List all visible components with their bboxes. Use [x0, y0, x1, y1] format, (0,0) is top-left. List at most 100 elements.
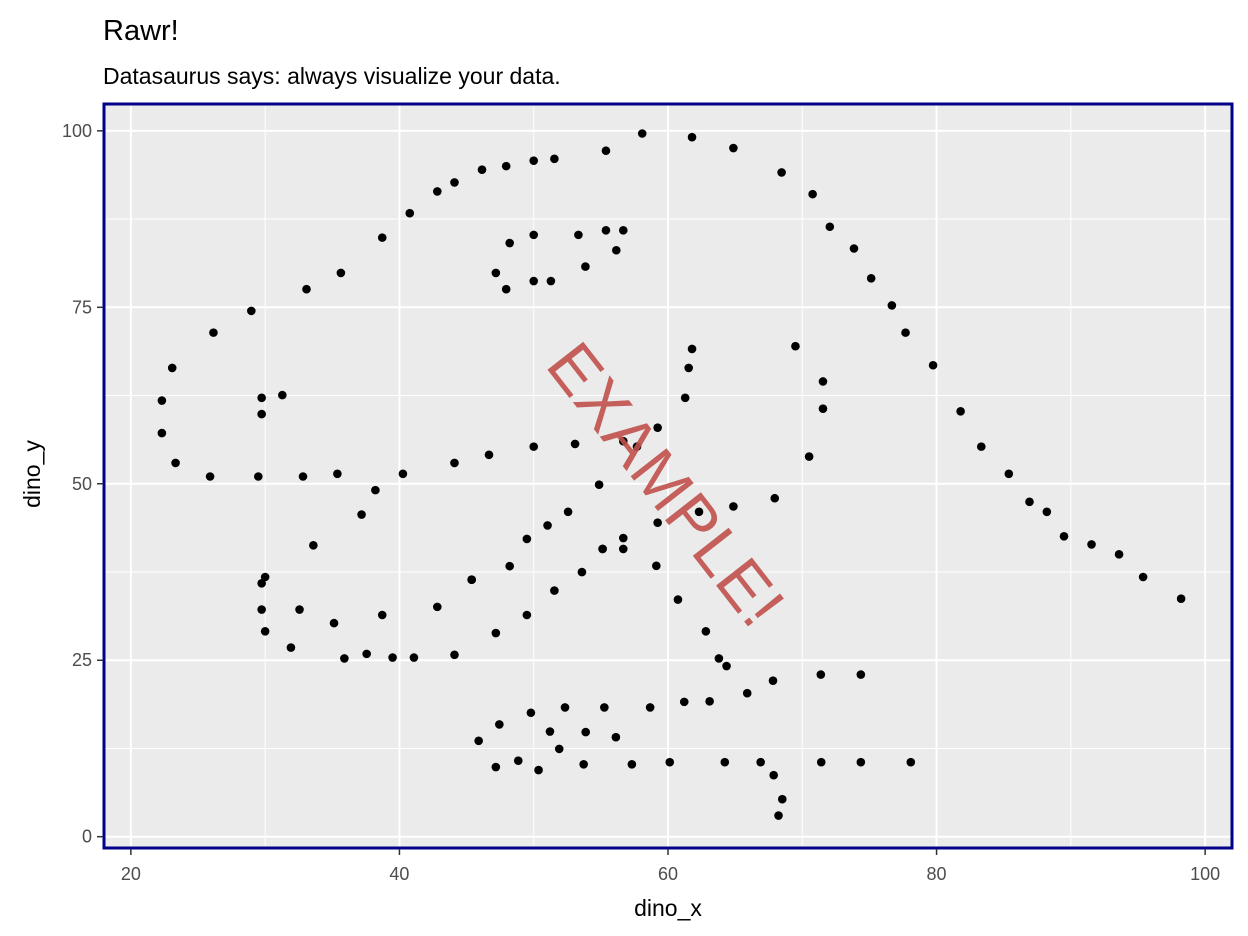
- data-point: [645, 703, 655, 712]
- data-point: [171, 458, 180, 468]
- y-tick-label: 75: [72, 297, 92, 317]
- data-point: [1004, 469, 1014, 479]
- data-point: [866, 274, 876, 283]
- data-point: [546, 276, 556, 286]
- data-point: [653, 423, 662, 432]
- data-point: [600, 703, 609, 712]
- data-point: [554, 744, 564, 754]
- data-point: [581, 262, 590, 271]
- data-point: [550, 154, 559, 164]
- data-point: [491, 762, 501, 772]
- data-point: [720, 757, 730, 767]
- data-point: [574, 230, 583, 240]
- data-point: [756, 757, 765, 767]
- y-tick-label: 50: [72, 474, 92, 494]
- data-point: [791, 341, 800, 351]
- data-point: [680, 393, 690, 403]
- data-point: [543, 521, 552, 530]
- data-point: [505, 238, 514, 248]
- data-point: [1025, 497, 1034, 507]
- data-point: [976, 442, 986, 451]
- data-point: [701, 626, 711, 636]
- y-tick-label: 100: [62, 121, 92, 141]
- data-point: [956, 407, 965, 416]
- data-point: [618, 533, 628, 543]
- data-point: [550, 586, 559, 595]
- x-tick-label: 80: [927, 864, 947, 884]
- data-point: [302, 284, 311, 294]
- data-point: [491, 628, 501, 638]
- data-point: [329, 618, 339, 628]
- data-point: [825, 222, 835, 232]
- data-point: [529, 276, 539, 286]
- data-point: [906, 757, 916, 767]
- data-point: [665, 757, 675, 767]
- chart-title: Rawr!: [103, 15, 179, 47]
- data-point: [563, 507, 573, 517]
- data-point: [1138, 572, 1148, 582]
- x-tick-label: 60: [658, 864, 678, 884]
- data-point: [598, 544, 607, 554]
- data-point: [295, 605, 304, 614]
- data-point: [729, 502, 738, 511]
- chart-subtitle: Datasaurus says: always visualize your d…: [103, 63, 561, 89]
- data-point: [804, 452, 814, 461]
- data-point: [887, 301, 897, 310]
- y-tick-label: 0: [82, 827, 92, 847]
- data-point: [522, 610, 532, 620]
- x-tick-label: 40: [389, 864, 409, 884]
- data-point: [157, 396, 167, 405]
- data-point: [505, 561, 514, 571]
- data-point: [768, 676, 778, 686]
- data-point: [818, 377, 828, 386]
- data-point: [529, 230, 539, 240]
- data-point: [774, 811, 783, 820]
- data-point: [257, 605, 266, 614]
- data-point: [371, 485, 380, 495]
- data-point: [484, 450, 494, 460]
- data-point: [570, 439, 580, 449]
- x-tick-label: 20: [121, 864, 141, 884]
- data-point: [612, 245, 621, 255]
- data-point: [157, 428, 167, 438]
- data-point: [818, 404, 828, 413]
- data-point: [579, 759, 588, 769]
- data-point: [673, 595, 683, 604]
- data-point: [278, 390, 287, 400]
- y-axis: 0 25 50 75 100: [62, 121, 103, 847]
- data-point: [816, 757, 826, 767]
- data-point: [653, 518, 662, 527]
- data-point: [467, 575, 476, 584]
- data-point: [684, 363, 693, 373]
- data-point: [618, 436, 628, 446]
- data-point: [513, 756, 523, 765]
- data-point: [450, 650, 459, 660]
- data-point: [432, 187, 442, 196]
- data-point: [901, 328, 910, 337]
- data-point: [336, 268, 346, 278]
- data-point: [405, 208, 415, 218]
- data-point: [205, 472, 215, 481]
- data-point: [1042, 507, 1052, 517]
- data-point: [627, 759, 637, 769]
- data-point: [260, 572, 270, 582]
- data-point: [522, 534, 532, 544]
- data-point: [714, 654, 724, 663]
- data-point: [769, 770, 778, 780]
- data-point: [722, 661, 731, 671]
- data-point: [257, 578, 266, 588]
- data-point: [777, 168, 786, 177]
- data-point: [357, 510, 366, 519]
- data-point: [257, 393, 266, 403]
- data-point: [808, 189, 817, 199]
- data-point: [560, 703, 570, 712]
- data-point: [477, 165, 487, 175]
- data-point: [637, 129, 647, 138]
- data-point: [856, 757, 866, 767]
- data-point: [545, 727, 555, 736]
- data-point: [362, 649, 371, 659]
- y-tick-label: 25: [72, 650, 92, 670]
- data-point: [450, 458, 459, 468]
- data-point: [679, 697, 689, 707]
